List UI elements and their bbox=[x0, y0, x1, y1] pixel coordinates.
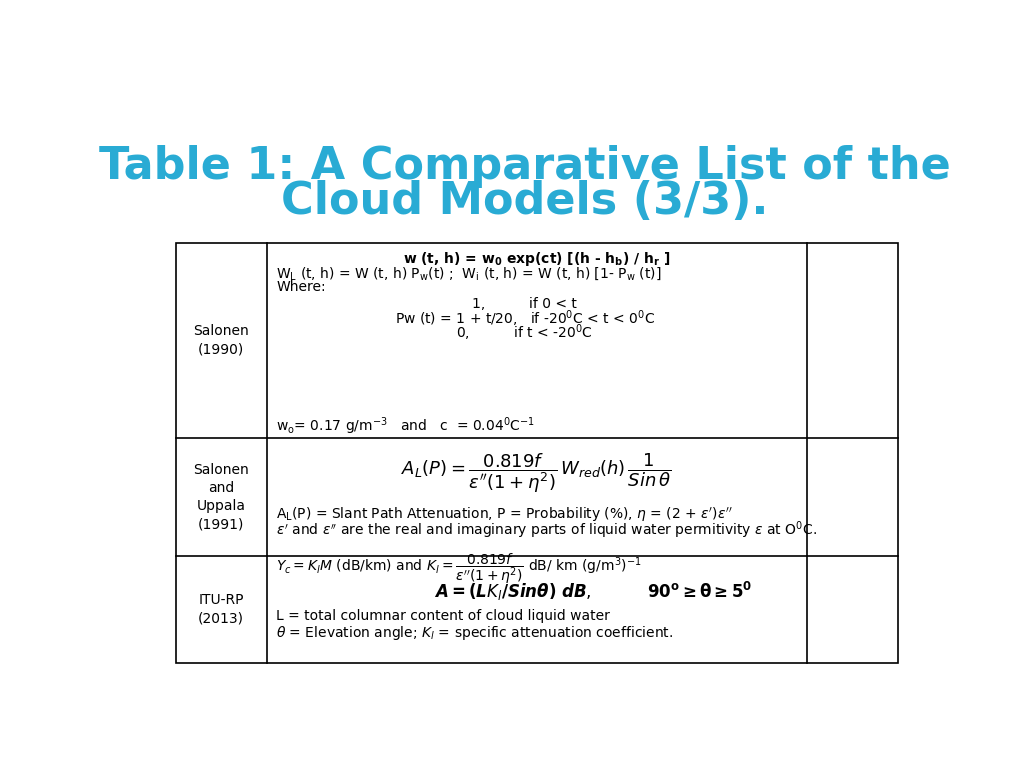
Text: Pw (t) = 1 + t/20,   if -20$^0$C < t < 0$^0$C: Pw (t) = 1 + t/20, if -20$^0$C < t < 0$^… bbox=[395, 308, 654, 329]
Text: $\varepsilon^{\prime}$ and $\varepsilon^{\prime\prime}$ are the real and imagina: $\varepsilon^{\prime}$ and $\varepsilon^… bbox=[276, 519, 817, 541]
Text: 1,          if 0 < t: 1, if 0 < t bbox=[472, 297, 578, 311]
Text: Table 1: A Comparative List of the: Table 1: A Comparative List of the bbox=[99, 144, 950, 187]
Text: 0,          if t < -20$^0$C: 0, if t < -20$^0$C bbox=[457, 323, 593, 343]
Text: $Y_c = K_l M$ (dB/km) and $K_l = \dfrac{0.819f}{\varepsilon^{\prime\prime}(1+\et: $Y_c = K_l M$ (dB/km) and $K_l = \dfrac{… bbox=[276, 551, 642, 586]
Text: A$_\mathrm{L}$(P) = Slant Path Attenuation, P = Probability (%), $\eta$ = (2 + $: A$_\mathrm{L}$(P) = Slant Path Attenuati… bbox=[276, 506, 733, 524]
Text: W$_\mathrm{L}$ (t, h) = W (t, h) P$_\mathrm{w}$(t) ;  W$_\mathrm{i}$ (t, h) = W : W$_\mathrm{L}$ (t, h) = W (t, h) P$_\mat… bbox=[276, 265, 662, 282]
Text: $\bf{w}$ (t, h) = $\bf{w_0}$ exp(ct) [(h - h$_{\bf{b}}$) / h$_{\bf{r}}$ ]: $\bf{w}$ (t, h) = $\bf{w_0}$ exp(ct) [(h… bbox=[403, 250, 671, 268]
Text: $\boldsymbol{A = (LK_l/Sin\theta)\ dB,}$: $\boldsymbol{A = (LK_l/Sin\theta)\ dB,}$ bbox=[434, 581, 592, 602]
Text: Salonen
(1990): Salonen (1990) bbox=[194, 324, 249, 356]
Bar bbox=[176, 243, 898, 663]
Text: ITU-RP
(2013): ITU-RP (2013) bbox=[199, 594, 245, 626]
Text: Cloud Models (3/3).: Cloud Models (3/3). bbox=[282, 180, 768, 223]
Text: $\mathbf{90^o \geq \theta \geq 5^0}$: $\mathbf{90^o \geq \theta \geq 5^0}$ bbox=[647, 582, 752, 602]
Text: Salonen
and
Uppala
(1991): Salonen and Uppala (1991) bbox=[194, 462, 249, 532]
Text: Where:: Where: bbox=[276, 280, 326, 294]
Text: L = total columnar content of cloud liquid water: L = total columnar content of cloud liqu… bbox=[276, 608, 610, 623]
Text: $\theta$ = Elevation angle; $K_l$ = specific attenuation coefficient.: $\theta$ = Elevation angle; $K_l$ = spec… bbox=[276, 624, 674, 642]
Text: $A_L(P) = \dfrac{0.819f}{\varepsilon^{\prime\prime}(1+\eta^2)}\,W_{red}(h)\,\dfr: $A_L(P) = \dfrac{0.819f}{\varepsilon^{\p… bbox=[401, 452, 672, 495]
Text: w$_\mathrm{o}$= 0.17 g/m$^{-3}$   and   c  = 0.04$^0$C$^{-1}$: w$_\mathrm{o}$= 0.17 g/m$^{-3}$ and c = … bbox=[276, 415, 536, 437]
